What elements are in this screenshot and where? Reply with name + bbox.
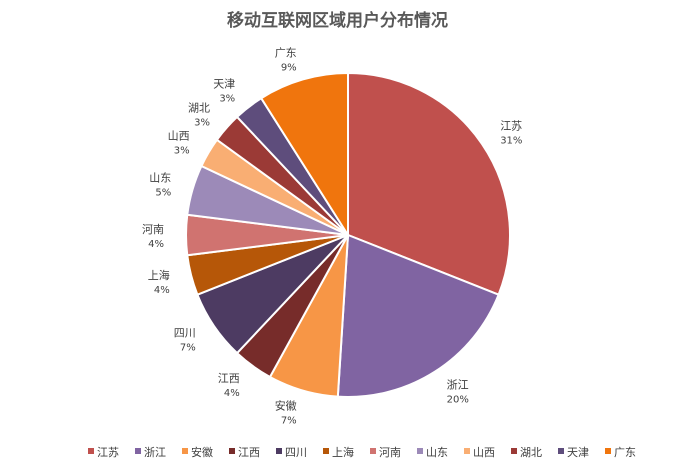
slice-name-label-2: 安徽 [275, 399, 297, 413]
slice-name-label-10: 天津 [213, 78, 235, 91]
slice-name-label-4: 四川 [174, 326, 196, 339]
legend-swatch-6 [370, 448, 376, 454]
legend-swatch-7 [417, 448, 423, 454]
legend-swatch-11 [605, 448, 611, 454]
legend-label-4: 四川 [285, 446, 307, 459]
legend-label-10: 天津 [567, 446, 589, 459]
slice-value-label-5: 4% [154, 285, 170, 296]
legend-swatch-5 [323, 448, 329, 454]
legend-label-8: 山西 [473, 446, 495, 459]
legend-swatch-9 [511, 448, 517, 454]
slice-name-label-3: 江西 [218, 372, 240, 385]
slice-value-label-6: 4% [148, 239, 164, 250]
legend-swatch-10 [558, 448, 564, 454]
slice-value-label-10: 3% [219, 94, 235, 105]
legend-label-9: 湖北 [520, 446, 542, 459]
legend-swatch-0 [88, 448, 94, 454]
slice-value-label-8: 3% [174, 145, 190, 156]
legend-label-7: 山东 [426, 446, 448, 459]
pie-slice-1 [336, 233, 500, 398]
legend-label-2: 安徽 [191, 445, 213, 459]
slice-name-label-7: 山东 [149, 172, 171, 185]
slice-name-label-5: 上海 [148, 268, 170, 282]
legend-swatch-2 [182, 448, 188, 454]
slice-value-label-1: 20% [447, 394, 469, 405]
slice-name-label-0: 江苏 [500, 120, 522, 133]
legend-label-1: 浙江 [144, 446, 166, 459]
legend-label-6: 河南 [379, 446, 401, 459]
legend-swatch-1 [135, 448, 141, 454]
slice-name-label-11: 广东 [275, 46, 297, 59]
slice-name-label-8: 山西 [168, 129, 190, 142]
slice-value-label-4: 7% [180, 342, 196, 353]
pie-slice-0 [347, 71, 511, 296]
chart-title: 移动互联网区域用户分布情况 [227, 11, 448, 31]
legend-swatch-8 [464, 448, 470, 454]
legend-label-0: 江苏 [97, 446, 119, 459]
slice-name-label-6: 河南 [142, 223, 164, 236]
slice-value-label-3: 4% [224, 388, 240, 399]
slice-value-label-11: 9% [281, 62, 297, 73]
legend-label-11: 广东 [614, 446, 636, 459]
pie-slice-11 [259, 71, 349, 239]
slice-value-label-2: 7% [281, 416, 297, 427]
slice-name-label-1: 浙江 [447, 378, 469, 391]
legend-swatch-4 [276, 448, 282, 454]
legend-swatch-3 [229, 448, 235, 454]
slice-value-label-7: 5% [155, 188, 171, 199]
slice-value-label-0: 31% [500, 136, 522, 147]
slice-name-label-9: 湖北 [188, 101, 210, 114]
legend-label-5: 上海 [332, 445, 354, 459]
slice-value-label-9: 3% [194, 117, 210, 128]
legend-label-3: 江西 [238, 446, 260, 459]
